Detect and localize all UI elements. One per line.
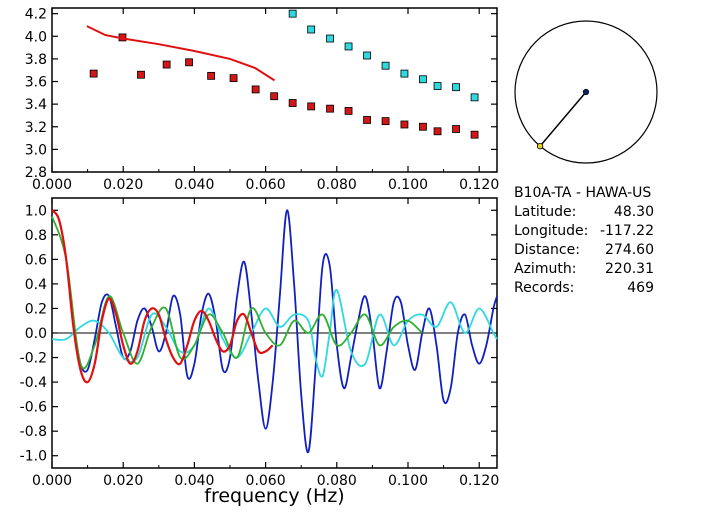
dispersion-axes: 0.000 0.020 0.040 0.060 0.080 0.100 0.120 2.8 3.…: [25, 7, 500, 193]
cyan-point: [452, 83, 460, 92]
blue-series-line: [51, 209, 498, 453]
station-title: B10A-TA - HAWA-US: [514, 185, 652, 201]
y-tick-label: 3.2: [25, 120, 47, 136]
cyan-point: [433, 82, 442, 90]
station-field: Azimuth: 220.31: [514, 260, 704, 279]
red-point: [381, 117, 390, 126]
cyan-point: [363, 51, 371, 60]
red-point: [207, 71, 216, 80]
cyan-point: [288, 9, 297, 18]
x-tick-label: 0.040: [174, 473, 214, 489]
station-field-value: 274.60: [605, 242, 654, 258]
dispersion-curve: [86, 25, 276, 82]
y-tick-label: 0.6: [25, 252, 47, 268]
y-tick-label: -1.0: [20, 449, 47, 465]
red-point: [162, 60, 171, 69]
station-field: Distance: 274.60: [514, 241, 704, 260]
y-tick-label: 1.0: [25, 203, 47, 219]
red-point: [452, 125, 460, 133]
red-point: [89, 69, 98, 78]
x-tick-label: 0.020: [103, 177, 143, 193]
station-dot: [536, 142, 544, 150]
cyan-point: [419, 75, 427, 84]
x-tick-label: 0.100: [388, 177, 428, 193]
station-field-value: 48.30: [613, 204, 654, 220]
station-field: Longitude: -117.22: [514, 222, 704, 241]
x-tick-label: 0.000: [32, 177, 72, 193]
station-field: Records: 469: [514, 279, 704, 298]
y-tick-label: 0.2: [25, 301, 47, 317]
y-tick-label: 3.6: [25, 75, 47, 91]
y-tick-label: -0.4: [20, 375, 47, 391]
red-point: [229, 74, 238, 83]
y-tick-label: 0.8: [25, 228, 47, 244]
range-circle: [514, 20, 658, 164]
x-tick-label: 0.120: [459, 177, 499, 193]
y-tick-label: -0.8: [20, 424, 47, 440]
x-tick-label: 0.100: [388, 473, 428, 489]
x-tick-label: 0.000: [32, 473, 72, 489]
red-point: [185, 58, 193, 67]
red-point: [400, 120, 409, 129]
x-tick-label: 0.120: [459, 473, 499, 489]
station-field-label: Latitude:: [514, 204, 577, 220]
y-tick-label: 3.0: [25, 142, 47, 158]
correlation-axes: 0.000 0.020 0.040 0.060 0.080 0.100 0.120 -1.0 -…: [20, 197, 499, 507]
x-tick-label: 0.040: [174, 177, 214, 193]
red-point: [288, 99, 297, 107]
y-tick-label: -0.6: [20, 400, 47, 416]
y-tick-label: 3.8: [25, 52, 47, 68]
cyan-point: [400, 69, 409, 78]
x-tick-label: 0.080: [317, 473, 357, 489]
azimuth-line: [539, 91, 587, 147]
red-point: [307, 102, 316, 111]
x-tick-label: 0.060: [246, 177, 286, 193]
red-point: [470, 130, 479, 139]
source-dot: [582, 88, 590, 96]
y-tick-label: 0.4: [25, 277, 47, 293]
station-field: Latitude: 48.30: [514, 203, 704, 222]
x-tick-label: 0.060: [246, 473, 286, 489]
cyan-point: [470, 93, 479, 102]
red-point: [270, 92, 279, 101]
green-series-line: [51, 216, 423, 370]
station-field-value: -117.22: [599, 223, 654, 239]
station-field-label: Azimuth:: [514, 261, 577, 277]
x-tick-label: 0.020: [103, 473, 143, 489]
x-tick-label: 0.080: [317, 177, 357, 193]
red-point: [137, 70, 145, 79]
station-field-label: Distance:: [514, 242, 580, 258]
y-tick-label: -0.2: [20, 351, 47, 367]
station-field-value: 469: [627, 280, 654, 296]
y-tick-label: 2.8: [25, 165, 47, 181]
y-tick-label: 4.2: [25, 7, 47, 23]
cyan-point: [344, 42, 353, 51]
red-point: [363, 116, 371, 124]
red-point: [344, 107, 353, 115]
red-point: [326, 104, 334, 113]
cyan-point: [307, 25, 316, 34]
y-tick-label: 4.0: [25, 29, 47, 45]
x-axis-label: frequency (Hz): [204, 485, 344, 507]
station-info: B10A-TA - HAWA-US Latitude: 48.30 Longitud…: [514, 183, 704, 298]
red-series-line: [51, 209, 274, 384]
cyan-point: [381, 61, 390, 70]
station-field-label: Records:: [514, 280, 575, 296]
station-field-label: Longitude:: [514, 223, 589, 239]
red-point: [433, 127, 442, 136]
red-point: [419, 122, 427, 131]
red-point: [251, 85, 260, 94]
station-field-value: 220.31: [605, 261, 654, 277]
azimuth-map: [514, 20, 658, 164]
y-tick-label: 0.0: [25, 326, 47, 342]
cyan-point: [326, 34, 334, 43]
y-tick-label: 3.4: [25, 97, 47, 113]
axes-frame: [51, 7, 498, 173]
